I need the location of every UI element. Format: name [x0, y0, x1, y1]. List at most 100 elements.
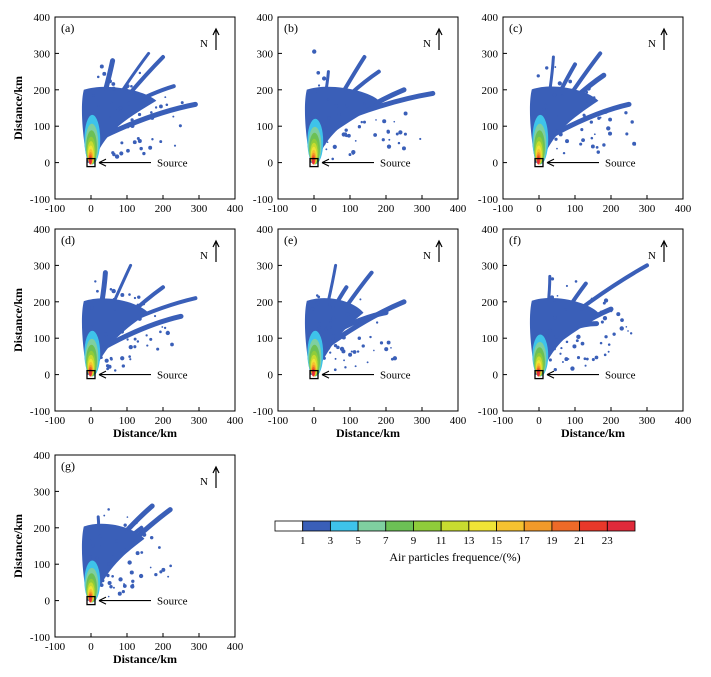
y-tick-label: -100 [30, 406, 51, 418]
plume-speckle [127, 560, 132, 565]
plume-speckle [341, 335, 346, 340]
plume-speckle [145, 334, 148, 337]
north-label: N [423, 250, 431, 262]
y-tick-label: 300 [34, 260, 51, 272]
plume-speckle [586, 86, 591, 91]
plume-speckle [333, 368, 337, 372]
plume-speckle [590, 297, 593, 300]
plume-speckle [112, 586, 115, 589]
chart-panel-5: Source N (e) -100 0 100 200 300 400 -100 0 100 200 30… [253, 224, 467, 440]
plume-speckle [361, 344, 365, 348]
north-arrowhead [212, 465, 220, 474]
plume-speckle [339, 346, 345, 352]
plume-speckle [318, 321, 321, 325]
plume-speckle [600, 310, 603, 313]
y-tick-label: 300 [257, 260, 274, 272]
x-axis-label: Distance/km [561, 426, 625, 440]
plume-speckle [375, 119, 377, 121]
x-tick-label: 100 [119, 415, 136, 427]
plume-speckle [111, 574, 114, 578]
plume-speckle [322, 356, 326, 360]
x-tick-label: 300 [414, 203, 431, 215]
x-tick-label: -100 [45, 641, 66, 653]
x-tick-label: 100 [342, 203, 359, 215]
plume-speckle [570, 366, 575, 371]
x-tick-label: 0 [311, 415, 317, 427]
plume-speckle [310, 307, 315, 311]
plume-speckle [91, 544, 95, 548]
x-tick-label: 400 [227, 415, 244, 427]
colorbar-tick-label: 19 [546, 535, 558, 547]
plume-speckle [316, 70, 321, 75]
x-tick-label: 200 [603, 415, 620, 427]
plume-speckle [604, 335, 608, 339]
colorbar-tick-label: 3 [328, 535, 334, 547]
plume-speckle [90, 305, 94, 310]
source-marker [534, 157, 544, 168]
plume-speckle [625, 326, 628, 328]
colorbar-swatch-13 [606, 520, 636, 532]
plume-speckle [322, 87, 326, 91]
plume-speckle [321, 76, 327, 81]
chart-panel-7: Source N (g) -100 0 100 200 300 400 -100 0 100 200 30… [11, 450, 244, 666]
plume [529, 51, 637, 165]
plume-speckle [343, 359, 345, 362]
plume-speckle [344, 325, 348, 329]
plume-speckle [395, 132, 399, 136]
plume-speckle [326, 346, 331, 350]
plume-speckle [123, 523, 127, 527]
plume-speckle [112, 152, 116, 157]
plume-speckle [132, 539, 136, 542]
x-tick-label: -100 [45, 415, 66, 427]
plume-speckle [133, 520, 138, 525]
plume-speckle [312, 49, 317, 54]
plume-speckle [550, 295, 555, 300]
colorbar-tick-label: 15 [491, 535, 503, 547]
x-tick-label: 300 [191, 641, 208, 653]
plume-speckle [633, 143, 637, 146]
source-arrowhead [98, 370, 107, 379]
y-tick-label: 400 [34, 450, 51, 462]
plume-speckle [603, 298, 609, 303]
colorbar-swatch-5 [385, 520, 414, 532]
plume-speckle [545, 66, 549, 70]
y-tick-label: 100 [34, 121, 51, 133]
plume-core-layer-11 [89, 596, 92, 603]
plume-speckle [542, 107, 546, 111]
plume-speckle [130, 123, 135, 128]
north-label: N [200, 38, 208, 50]
x-axis-label: Distance/km [113, 426, 177, 440]
plume-speckle [133, 337, 137, 341]
plume-speckle [595, 146, 599, 149]
x-axis-label: Distance/km [336, 426, 400, 440]
plume-speckle [163, 326, 167, 330]
colorbar-swatch-1 [274, 520, 304, 532]
y-tick-label: 100 [257, 121, 274, 133]
plume-speckle [574, 280, 578, 283]
plume-speckle [135, 551, 140, 556]
y-tick-label: 400 [482, 12, 499, 24]
plume-speckle [159, 570, 163, 574]
plume-speckle [124, 87, 128, 91]
plume-speckle [104, 358, 109, 363]
plume-speckle [369, 335, 372, 339]
x-tick-label: 0 [536, 415, 542, 427]
plume-speckle [572, 344, 577, 349]
plume-speckle [101, 579, 105, 583]
plume-speckle [535, 304, 539, 309]
source-marker [86, 157, 96, 168]
plume-speckle [355, 322, 359, 325]
chart-panel-4: Source N (d) -100 0 100 200 300 400 -100 0 100 200 30… [11, 224, 244, 440]
panel-label: (a) [61, 21, 74, 35]
colorbar-swatch-11 [551, 520, 581, 532]
plume-speckle [161, 567, 166, 572]
plume-speckle [113, 369, 117, 372]
x-tick-label: 0 [88, 415, 94, 427]
plume-speckle [106, 573, 110, 578]
plume-speckle [130, 118, 134, 122]
plume-speckle [99, 64, 104, 69]
plume-speckle [556, 294, 559, 297]
plume-speckle [545, 107, 549, 111]
plume-speckle [128, 293, 131, 296]
